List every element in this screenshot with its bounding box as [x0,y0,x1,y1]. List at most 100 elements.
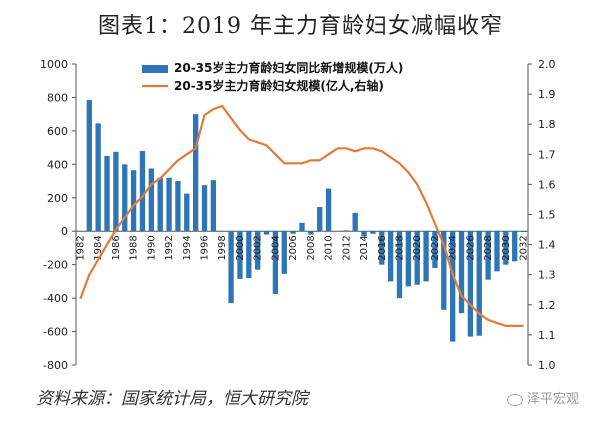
x-tick-label: 2002 [253,235,264,260]
right-tick-label: 1.6 [538,178,556,191]
bar [228,231,234,304]
x-tick-label: 2028 [483,235,494,260]
x-tick-label: 1982 [75,235,86,260]
bar [157,177,163,232]
bar [352,212,358,232]
bar [290,231,296,234]
left-tick-label: 1000 [40,58,68,71]
right-tick-label: 2.0 [538,58,556,71]
left-tick-label: 600 [47,125,68,138]
chart-title: 图表1：2019 年主力育龄妇女减幅收窄 [98,14,503,39]
bar [122,164,128,232]
wechat-icon [506,393,523,406]
left-tick-label: -800 [43,359,68,372]
x-tick-label: 2012 [341,235,352,260]
left-tick-label: 0 [61,225,68,238]
x-tick-label: 2016 [377,235,388,260]
x-tick-label: 1996 [200,235,211,260]
bar [387,231,394,282]
bar [139,150,146,232]
legend-line-label: 20-35岁主力育龄妇女规模(亿人,右轴) [174,78,384,93]
x-tick-label: 2008 [306,235,317,260]
right-tick-label: 1.5 [538,209,556,222]
bar [281,231,287,274]
bar [113,151,119,232]
bar [246,231,252,279]
watermark: 泽平宏观 [506,388,579,407]
bar [263,231,270,235]
x-tick-label: 1990 [146,235,157,260]
right-tick-label: 1.2 [538,299,556,312]
bar [423,231,429,282]
bar [237,231,243,279]
x-tick-label: 2014 [359,235,370,260]
bar [184,193,190,232]
bar [414,231,420,285]
x-tick-label: 2024 [448,235,459,260]
bar [255,231,261,270]
bar [458,231,465,314]
x-tick-label: 2030 [501,235,512,260]
bar [343,230,349,232]
bar [210,180,217,232]
bar [166,177,172,232]
right-tick-label: 1.1 [538,329,556,342]
right-tick-label: 1.9 [538,88,556,101]
x-tick-label: 2004 [270,235,281,260]
bar [405,231,412,287]
x-tick-label: 1988 [129,235,140,260]
bar [299,222,305,232]
x-tick-label: 2006 [288,235,299,260]
x-tick-label: 2032 [519,235,530,260]
line-series [79,104,524,327]
left-tick-label: 800 [47,91,68,104]
bar [317,206,323,232]
bar [467,231,474,337]
bar [476,231,482,336]
right-tick-label: 1.4 [538,239,556,252]
x-tick-label: 1984 [93,235,104,260]
left-tick-label: -200 [43,259,68,272]
right-tick-label: 1.7 [538,148,556,161]
x-tick-label: 2020 [412,235,423,260]
bar [494,231,500,272]
bar [361,231,367,237]
bar [95,123,101,232]
bar [370,231,376,234]
x-tick-label: 1992 [164,235,175,260]
bar [130,170,137,232]
bar [192,114,199,232]
bar [512,231,518,262]
x-tick-label: 2026 [465,235,476,260]
left-tick-label: 200 [47,192,68,205]
right-tick-label: 1.8 [538,118,556,131]
left-tick-label: 400 [47,158,68,171]
x-tick-label: 2022 [430,235,441,260]
bar [325,188,332,232]
bar [104,155,110,232]
x-tick-label: 2000 [235,235,246,260]
bar [441,231,447,310]
x-tick-label: 2010 [324,235,335,260]
bar [379,231,385,265]
bar [450,231,456,342]
bar [201,185,208,232]
left-tick-label: -600 [43,326,68,339]
bar [272,231,279,294]
bar [503,231,509,265]
bar [86,99,92,232]
chart-svg: -800 -600 -400 -200 0 200 400 600 800 1000 1.0 1.1 1… [40,58,556,372]
x-tick-label: 1998 [217,235,228,260]
legend-bar-swatch [142,65,168,73]
bar [485,231,491,280]
source-note: 资料来源：国家统计局，恒大研究院 [36,389,308,409]
bar [308,231,314,235]
bar [520,231,527,233]
right-tick-label: 1.3 [538,269,556,282]
bar [148,168,154,232]
bar [175,181,181,232]
bar [396,231,403,299]
legend-bar-label: 20-35岁主力育龄妇女同比新增规模(万人) [174,60,403,75]
watermark-text: 泽平宏观 [526,392,579,407]
